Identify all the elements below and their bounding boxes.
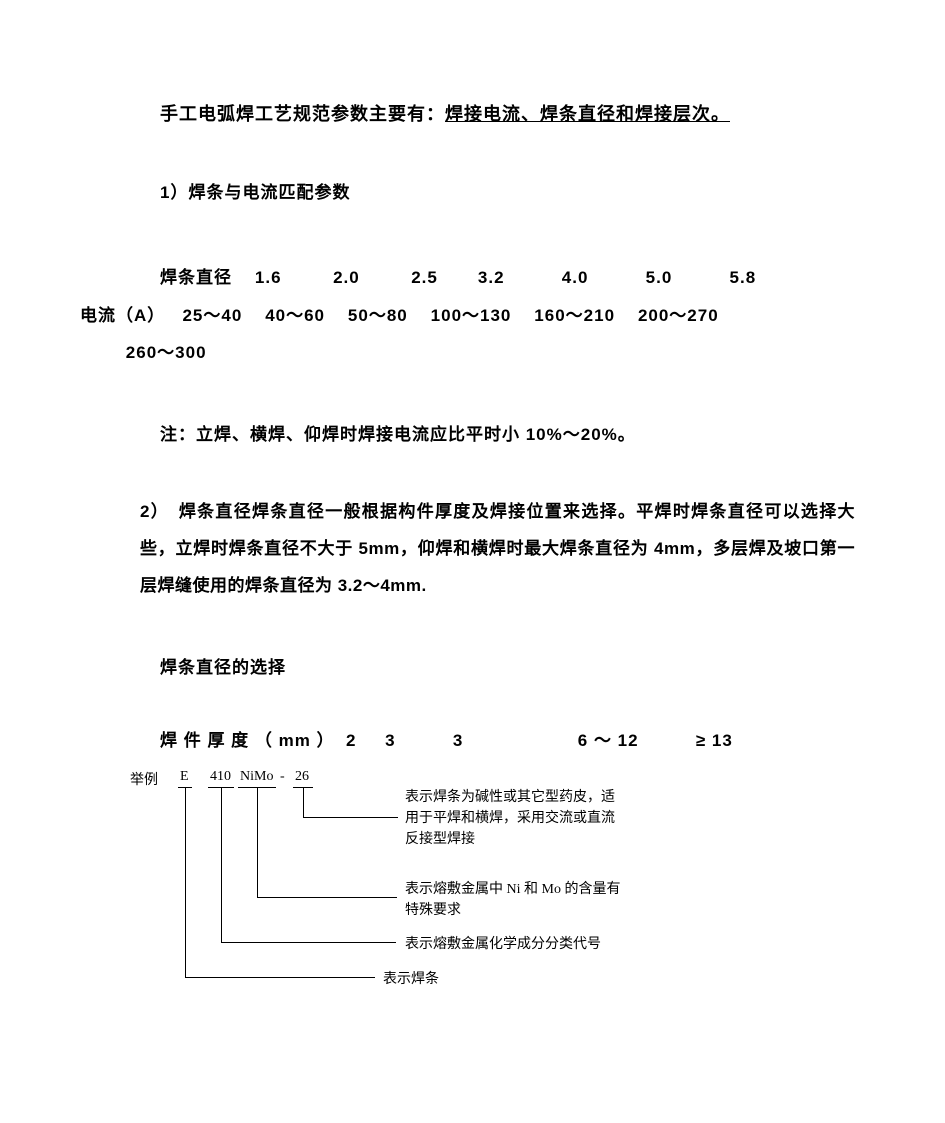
diagram-desc-1: 表示焊条为碱性或其它型药皮，适用于平焊和横焊，采用交流或直流反接型焊接 bbox=[405, 787, 625, 850]
t1-r1-v3: 3.2 bbox=[478, 268, 505, 287]
subhead-diameter: 焊条直径的选择 bbox=[160, 653, 865, 678]
page-title: 手工电弧焊工艺规范参数主要有：焊接电流、焊条直径和焊接层次。 bbox=[160, 100, 865, 126]
t1-r2-label: 电流（A） bbox=[80, 306, 165, 325]
t1-r1-v2: 2.5 bbox=[411, 268, 438, 287]
code-dash: - bbox=[280, 769, 285, 785]
t2-v0: 2 bbox=[346, 731, 356, 750]
electrode-current-table: 焊条直径 1.6 2.0 2.5 3.2 4.0 5.0 5.8 电流（A） 2… bbox=[80, 259, 865, 371]
diagram-desc-2: 表示熔敷金属中 Ni 和 Mo 的含量有特殊要求 bbox=[405, 879, 625, 921]
t1-r1-v6: 5.8 bbox=[730, 268, 757, 287]
t1-r2-v4: 160～210 bbox=[534, 306, 615, 325]
t1-r2-v1: 40～60 bbox=[265, 306, 325, 325]
note-text: 注：立焊、横焊、仰焊时焊接电流应比平时小 10%～20%。 bbox=[160, 420, 865, 445]
title-prefix: 手工电弧焊工艺规范参数主要有： bbox=[160, 104, 445, 124]
code-E: E bbox=[180, 769, 189, 785]
code-26: 26 bbox=[295, 769, 309, 785]
t1-r2-v0: 25～40 bbox=[182, 306, 242, 325]
electrode-code-diagram: 举例 E 410 NiMo - 26 表示焊条为碱性或其它型药皮，适用于平焊和横… bbox=[110, 769, 810, 1009]
t1-r1-v1: 2.0 bbox=[333, 268, 360, 287]
t1-r2-v3: 100～130 bbox=[431, 306, 512, 325]
diagram-example-label: 举例 bbox=[130, 769, 158, 789]
t1-r2-v2: 50～80 bbox=[348, 306, 408, 325]
t1-r2-v5: 200～270 bbox=[638, 306, 719, 325]
diagram-desc-4: 表示焊条 bbox=[383, 969, 439, 990]
t2-v4: ≥ 13 bbox=[696, 731, 733, 750]
t1-r1-label: 焊条直径 bbox=[160, 268, 232, 287]
diagram-desc-3: 表示熔敷金属化学成分分类代号 bbox=[405, 934, 601, 955]
t1-r2-wrap: 260～300 bbox=[126, 343, 207, 362]
section-1-heading: 1）焊条与电流匹配参数 bbox=[160, 174, 865, 211]
t1-r1-v4: 4.0 bbox=[562, 268, 589, 287]
t2-v1: 3 bbox=[385, 731, 395, 750]
t1-r1-v5: 5.0 bbox=[646, 268, 673, 287]
t2-label: 焊 件 厚 度 （ mm ） bbox=[160, 731, 335, 750]
code-410: 410 bbox=[210, 769, 231, 785]
t1-r1-v0: 1.6 bbox=[255, 268, 282, 287]
t2-v3: 6 ～ 12 bbox=[578, 731, 639, 750]
thickness-row: 焊 件 厚 度 （ mm ） 2 3 3 6 ～ 12 ≥ 13 bbox=[160, 726, 865, 751]
code-NiMo: NiMo bbox=[240, 769, 273, 785]
section-2-body: 2） 焊条直径焊条直径一般根据构件厚度及焊接位置来选择。平焊时焊条直径可以选择大… bbox=[140, 493, 855, 605]
title-underlined: 焊接电流、焊条直径和焊接层次。 bbox=[445, 104, 730, 124]
document-page: 手工电弧焊工艺规范参数主要有：焊接电流、焊条直径和焊接层次。 1）焊条与电流匹配… bbox=[0, 0, 945, 1069]
t2-v2: 3 bbox=[453, 731, 463, 750]
